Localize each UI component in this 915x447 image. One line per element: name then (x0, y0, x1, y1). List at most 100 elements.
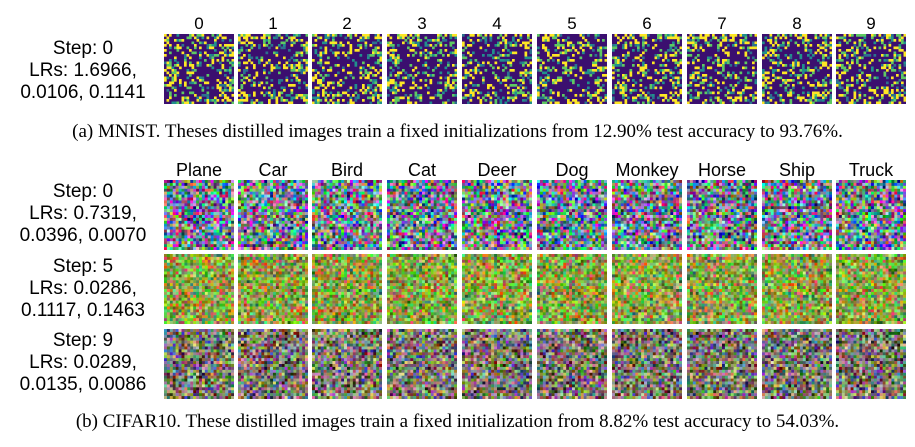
cifar-tile-svg (387, 329, 457, 399)
cifar-distilled-image (836, 329, 906, 399)
cifar-lrs-line2: 0.1117, 0.1463 (8, 300, 158, 322)
cifar-distilled-image (238, 180, 308, 250)
cifar-row-label-step0: Step: 0 LRs: 0.7319, 0.0396, 0.0070 (8, 181, 158, 247)
mnist-tile-svg (238, 34, 308, 104)
mnist-tile-svg (537, 34, 607, 104)
cifar-tile-svg (537, 254, 607, 324)
mnist-column-label: 3 (381, 14, 463, 34)
mnist-caption: (a) MNIST. Theses distilled images train… (0, 121, 915, 143)
mnist-row-label: Step: 0 LRs: 1.6966, 0.0106, 0.1141 (8, 38, 158, 104)
cifar-lrs-line2: 0.0135, 0.0086 (8, 374, 158, 396)
cifar-tile-svg (612, 180, 682, 250)
cifar-distilled-image (312, 329, 382, 399)
cifar-distilled-image (762, 329, 832, 399)
cifar-distilled-image (687, 180, 757, 250)
mnist-column-label: 8 (756, 14, 838, 34)
mnist-lrs-line1: LRs: 1.6966, (8, 60, 158, 82)
cifar-tile-svg (387, 180, 457, 250)
cifar-step: Step: 5 (8, 256, 158, 278)
cifar-step: Step: 9 (8, 330, 158, 352)
mnist-column-label: 9 (830, 14, 912, 34)
cifar-distilled-image (164, 180, 234, 250)
mnist-distilled-image (612, 34, 682, 104)
cifar-tile-svg (312, 329, 382, 399)
cifar-tile-svg (164, 329, 234, 399)
mnist-distilled-image (836, 34, 906, 104)
cifar-distilled-image (537, 254, 607, 324)
cifar-row-label-step9: Step: 9 LRs: 0.0289, 0.0135, 0.0086 (8, 330, 158, 396)
cifar-distilled-image (537, 329, 607, 399)
cifar-tile-svg (687, 180, 757, 250)
cifar-distilled-image (687, 329, 757, 399)
cifar-column-label: Horse (681, 160, 763, 180)
cifar-lrs-line1: LRs: 0.0289, (8, 352, 158, 374)
cifar-tile-svg (462, 329, 532, 399)
cifar-tile-svg (537, 329, 607, 399)
mnist-step: Step: 0 (8, 38, 158, 60)
cifar-tile-svg (836, 254, 906, 324)
cifar-distilled-image (836, 180, 906, 250)
mnist-tile-svg (462, 34, 532, 104)
cifar-distilled-image (762, 180, 832, 250)
cifar-tile-svg (462, 180, 532, 250)
mnist-column-label: 0 (158, 14, 240, 34)
cifar-distilled-image (312, 254, 382, 324)
cifar-tile-svg (836, 329, 906, 399)
cifar-column-label: Deer (456, 160, 538, 180)
cifar-column-label: Ship (756, 160, 838, 180)
cifar-tile-svg (687, 254, 757, 324)
cifar-tile-svg (164, 180, 234, 250)
cifar-distilled-image (462, 254, 532, 324)
cifar-tile-svg (537, 180, 607, 250)
cifar-distilled-image (387, 254, 457, 324)
cifar-tile-svg (462, 254, 532, 324)
cifar-distilled-image (762, 254, 832, 324)
mnist-tile-svg (762, 34, 832, 104)
cifar-tile-svg (762, 180, 832, 250)
cifar-column-label: Truck (830, 160, 912, 180)
cifar-column-label: Dog (531, 160, 613, 180)
cifar-distilled-image (687, 254, 757, 324)
cifar-distilled-image (612, 180, 682, 250)
cifar-tile-svg (612, 329, 682, 399)
mnist-column-label: 7 (681, 14, 763, 34)
mnist-tile-svg (836, 34, 906, 104)
cifar-distilled-image (164, 254, 234, 324)
cifar-column-label: Cat (381, 160, 463, 180)
cifar-distilled-image (462, 329, 532, 399)
mnist-distilled-image (164, 34, 234, 104)
cifar-tile-svg (836, 180, 906, 250)
mnist-distilled-image (687, 34, 757, 104)
mnist-column-label: 5 (531, 14, 613, 34)
cifar-tile-svg (238, 254, 308, 324)
cifar-distilled-image (312, 180, 382, 250)
cifar-distilled-image (238, 329, 308, 399)
cifar-distilled-image (238, 254, 308, 324)
mnist-distilled-image (537, 34, 607, 104)
mnist-distilled-image (312, 34, 382, 104)
cifar-lrs-line2: 0.0396, 0.0070 (8, 225, 158, 247)
cifar-tile-svg (164, 254, 234, 324)
cifar-tile-svg (612, 254, 682, 324)
cifar-column-label: Car (232, 160, 314, 180)
cifar-tile-svg (387, 254, 457, 324)
cifar-distilled-image (537, 180, 607, 250)
mnist-distilled-image (462, 34, 532, 104)
cifar-distilled-image (836, 254, 906, 324)
cifar-distilled-image (612, 329, 682, 399)
cifar-tile-svg (762, 254, 832, 324)
mnist-tile-svg (387, 34, 457, 104)
cifar-tile-svg (312, 180, 382, 250)
cifar-step: Step: 0 (8, 181, 158, 203)
cifar-row-label-step5: Step: 5 LRs: 0.0286, 0.1117, 0.1463 (8, 256, 158, 322)
cifar-column-label: Monkey (606, 160, 688, 180)
mnist-distilled-image (238, 34, 308, 104)
cifar-lrs-line1: LRs: 0.7319, (8, 203, 158, 225)
cifar-tile-svg (238, 180, 308, 250)
mnist-distilled-image (762, 34, 832, 104)
mnist-lrs-line2: 0.0106, 0.1141 (8, 82, 158, 104)
cifar-distilled-image (612, 254, 682, 324)
cifar-tile-svg (312, 254, 382, 324)
mnist-tile-svg (612, 34, 682, 104)
cifar-lrs-line1: LRs: 0.0286, (8, 278, 158, 300)
